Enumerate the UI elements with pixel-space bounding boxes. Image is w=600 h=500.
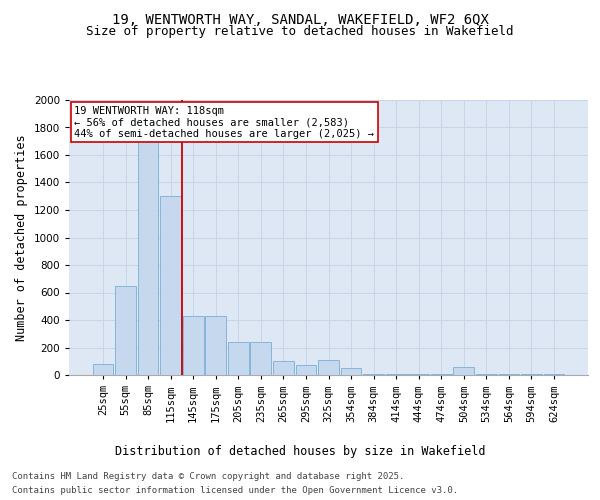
Bar [273, 361, 294, 375]
Bar [296, 366, 316, 375]
Bar [363, 374, 384, 375]
Bar [544, 374, 565, 375]
Bar [476, 374, 497, 375]
Text: Size of property relative to detached houses in Wakefield: Size of property relative to detached ho… [86, 25, 514, 38]
Bar [137, 124, 158, 375]
Text: Distribution of detached houses by size in Wakefield: Distribution of detached houses by size … [115, 444, 485, 458]
Bar [250, 342, 271, 375]
Text: Contains public sector information licensed under the Open Government Licence v3: Contains public sector information licen… [12, 486, 458, 495]
Bar [409, 374, 429, 375]
Bar [318, 360, 339, 375]
Bar [160, 196, 181, 375]
Bar [341, 368, 361, 375]
Bar [205, 316, 226, 375]
Text: Contains HM Land Registry data © Crown copyright and database right 2025.: Contains HM Land Registry data © Crown c… [12, 472, 404, 481]
Bar [228, 342, 248, 375]
Bar [386, 374, 407, 375]
Bar [521, 374, 542, 375]
Bar [431, 374, 452, 375]
Bar [92, 364, 113, 375]
Bar [454, 368, 474, 375]
Bar [499, 374, 520, 375]
Bar [183, 316, 203, 375]
Text: 19 WENTWORTH WAY: 118sqm
← 56% of detached houses are smaller (2,583)
44% of sem: 19 WENTWORTH WAY: 118sqm ← 56% of detach… [74, 106, 374, 138]
Bar [115, 286, 136, 375]
Text: 19, WENTWORTH WAY, SANDAL, WAKEFIELD, WF2 6QX: 19, WENTWORTH WAY, SANDAL, WAKEFIELD, WF… [112, 12, 488, 26]
Y-axis label: Number of detached properties: Number of detached properties [15, 134, 28, 341]
